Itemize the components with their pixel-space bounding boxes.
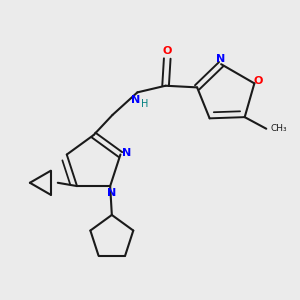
Text: O: O <box>163 46 172 56</box>
Text: CH₃: CH₃ <box>271 124 287 133</box>
Text: N: N <box>106 188 116 198</box>
Text: N: N <box>215 54 225 64</box>
Text: H: H <box>141 99 148 109</box>
Text: N: N <box>131 95 140 105</box>
Text: N: N <box>122 148 132 158</box>
Text: O: O <box>254 76 263 86</box>
